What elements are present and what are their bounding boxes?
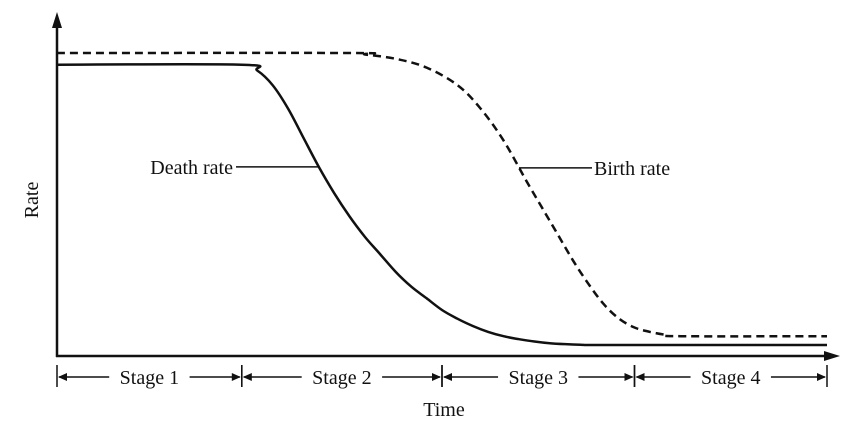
series-birth-rate-line: [56, 51, 828, 338]
stage-1-label: Stage 1: [120, 367, 179, 389]
stage-4-left-arrow-icon: [635, 373, 645, 381]
stage-4-right-arrow-icon: [817, 373, 826, 381]
stage-3-label: Stage 3: [509, 367, 568, 389]
death-rate-label: Death rate: [150, 157, 233, 179]
annotation-layer: Death rate Birth rate: [150, 157, 670, 180]
stage-4-bracket: Stage 4: [633, 365, 828, 389]
series-death-rate-line: [56, 63, 827, 347]
x-axis-arrow-icon: [824, 351, 840, 361]
stage-1-bracket: Stage 1: [56, 365, 243, 389]
series-layer: [56, 51, 828, 347]
x-axis-title: Time: [423, 399, 465, 421]
stage-3-left-arrow-icon: [443, 373, 452, 381]
stage-1-right-arrow-icon: [231, 373, 241, 381]
y-axis-arrow-icon: [52, 12, 62, 28]
stage-2-left-arrow-icon: [242, 373, 252, 381]
stage-4-label: Stage 4: [701, 367, 760, 389]
stage-layer: Stage 1 Stage 2 Stage 3 Stage 4: [56, 365, 828, 389]
stage-2-label: Stage 2: [312, 367, 371, 389]
birth-rate-label: Birth rate: [594, 158, 670, 180]
stage-1-left-arrow-icon: [58, 373, 67, 381]
stage-2-right-arrow-icon: [432, 373, 441, 381]
y-axis-title: Rate: [21, 182, 43, 219]
stage-2-bracket: Stage 2: [241, 365, 443, 389]
stage-3-right-arrow-icon: [624, 373, 634, 381]
stage-3-bracket: Stage 3: [441, 365, 636, 389]
axes: [52, 12, 840, 361]
